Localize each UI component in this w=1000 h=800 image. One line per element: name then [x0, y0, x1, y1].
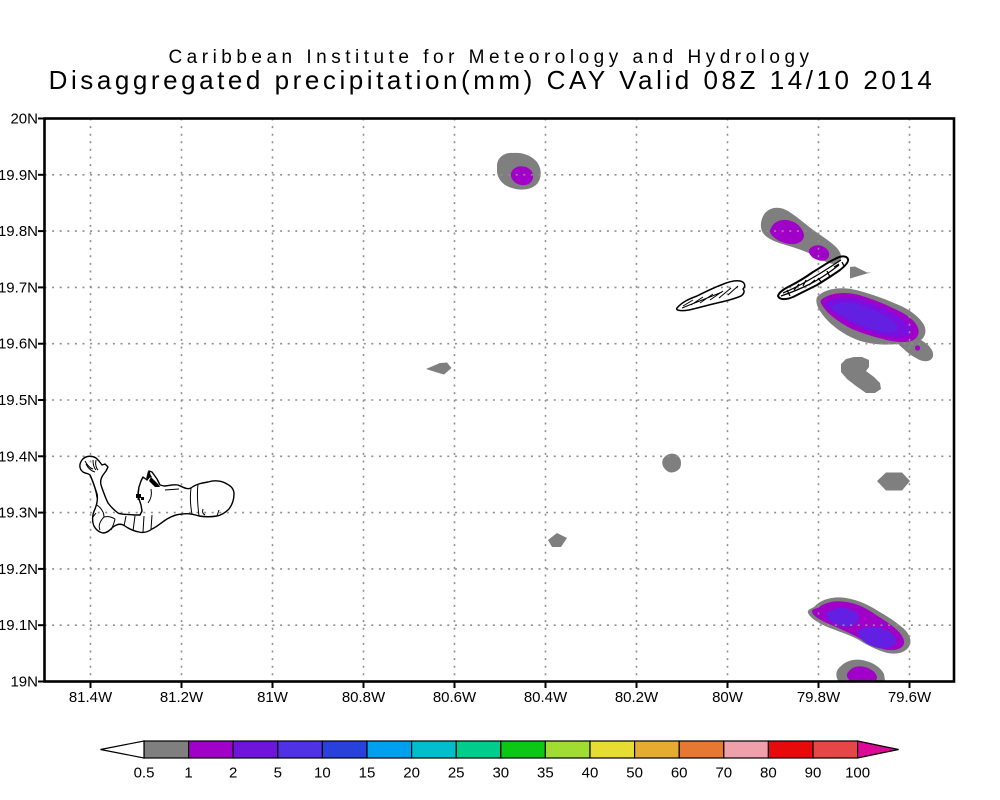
svg-text:Disaggregated precipitation(mm: Disaggregated precipitation(mm) CAY Vali… [49, 65, 936, 95]
svg-text:25: 25 [448, 765, 465, 782]
svg-text:80.4W: 80.4W [524, 689, 568, 706]
svg-text:19N: 19N [10, 674, 38, 691]
svg-text:20: 20 [403, 765, 420, 782]
svg-text:70: 70 [715, 765, 732, 782]
svg-text:81W: 81W [257, 689, 289, 706]
svg-text:40: 40 [582, 765, 599, 782]
svg-text:100: 100 [845, 765, 870, 782]
svg-text:19.6N: 19.6N [0, 336, 38, 353]
svg-text:50: 50 [626, 765, 643, 782]
svg-text:19.5N: 19.5N [0, 392, 38, 409]
svg-text:10: 10 [314, 765, 331, 782]
svg-text:80.6W: 80.6W [433, 689, 477, 706]
svg-text:19.4N: 19.4N [0, 448, 38, 465]
svg-text:35: 35 [537, 765, 554, 782]
svg-text:1: 1 [184, 765, 192, 782]
svg-text:30: 30 [492, 765, 509, 782]
svg-text:79.8W: 79.8W [797, 689, 841, 706]
svg-text:19.9N: 19.9N [0, 167, 38, 184]
svg-text:81.4W: 81.4W [69, 689, 113, 706]
svg-text:19.7N: 19.7N [0, 279, 38, 296]
svg-text:19.3N: 19.3N [0, 505, 38, 522]
svg-text:19.2N: 19.2N [0, 561, 38, 578]
svg-text:60: 60 [671, 765, 688, 782]
svg-text:90: 90 [805, 765, 822, 782]
svg-text:0.5: 0.5 [134, 765, 155, 782]
svg-text:Caribbean Institute for Meteor: Caribbean Institute for Meteorology and … [168, 47, 813, 68]
svg-text:20N: 20N [10, 111, 38, 128]
svg-text:80W: 80W [712, 689, 744, 706]
svg-text:5: 5 [274, 765, 282, 782]
svg-text:19.1N: 19.1N [0, 617, 38, 634]
svg-text:2: 2 [229, 765, 237, 782]
svg-text:80.2W: 80.2W [615, 689, 659, 706]
svg-text:15: 15 [359, 765, 376, 782]
svg-text:79.6W: 79.6W [888, 689, 932, 706]
svg-text:81.2W: 81.2W [160, 689, 204, 706]
svg-text:80: 80 [760, 765, 777, 782]
svg-text:80.8W: 80.8W [342, 689, 386, 706]
svg-text:19.8N: 19.8N [0, 223, 38, 240]
